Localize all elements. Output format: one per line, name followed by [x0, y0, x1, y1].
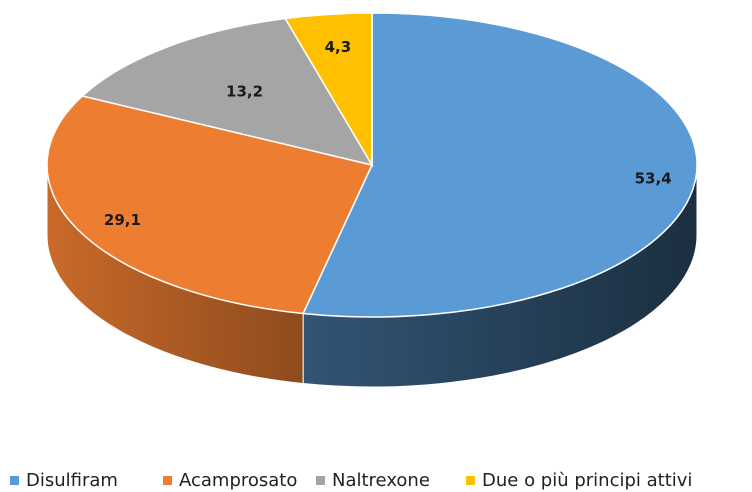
data-label: 13,2 [226, 83, 263, 101]
legend-label: Acamprosato [179, 470, 297, 491]
slice [284, 12, 373, 168]
slice [301, 12, 698, 318]
legend-label: Due o più principi attivi [482, 470, 692, 491]
legend-swatch [10, 476, 19, 485]
legend-swatch [163, 476, 172, 485]
legend-label: Disulfiram [26, 470, 118, 491]
data-label: 4,3 [325, 38, 352, 56]
legend-swatch [316, 476, 325, 485]
data-label: 53,4 [635, 170, 672, 188]
slice [46, 95, 374, 315]
data-label: 29,1 [104, 211, 141, 229]
slice [80, 17, 374, 167]
legend-swatch [466, 476, 475, 485]
legend-label: Naltrexone [332, 470, 430, 491]
